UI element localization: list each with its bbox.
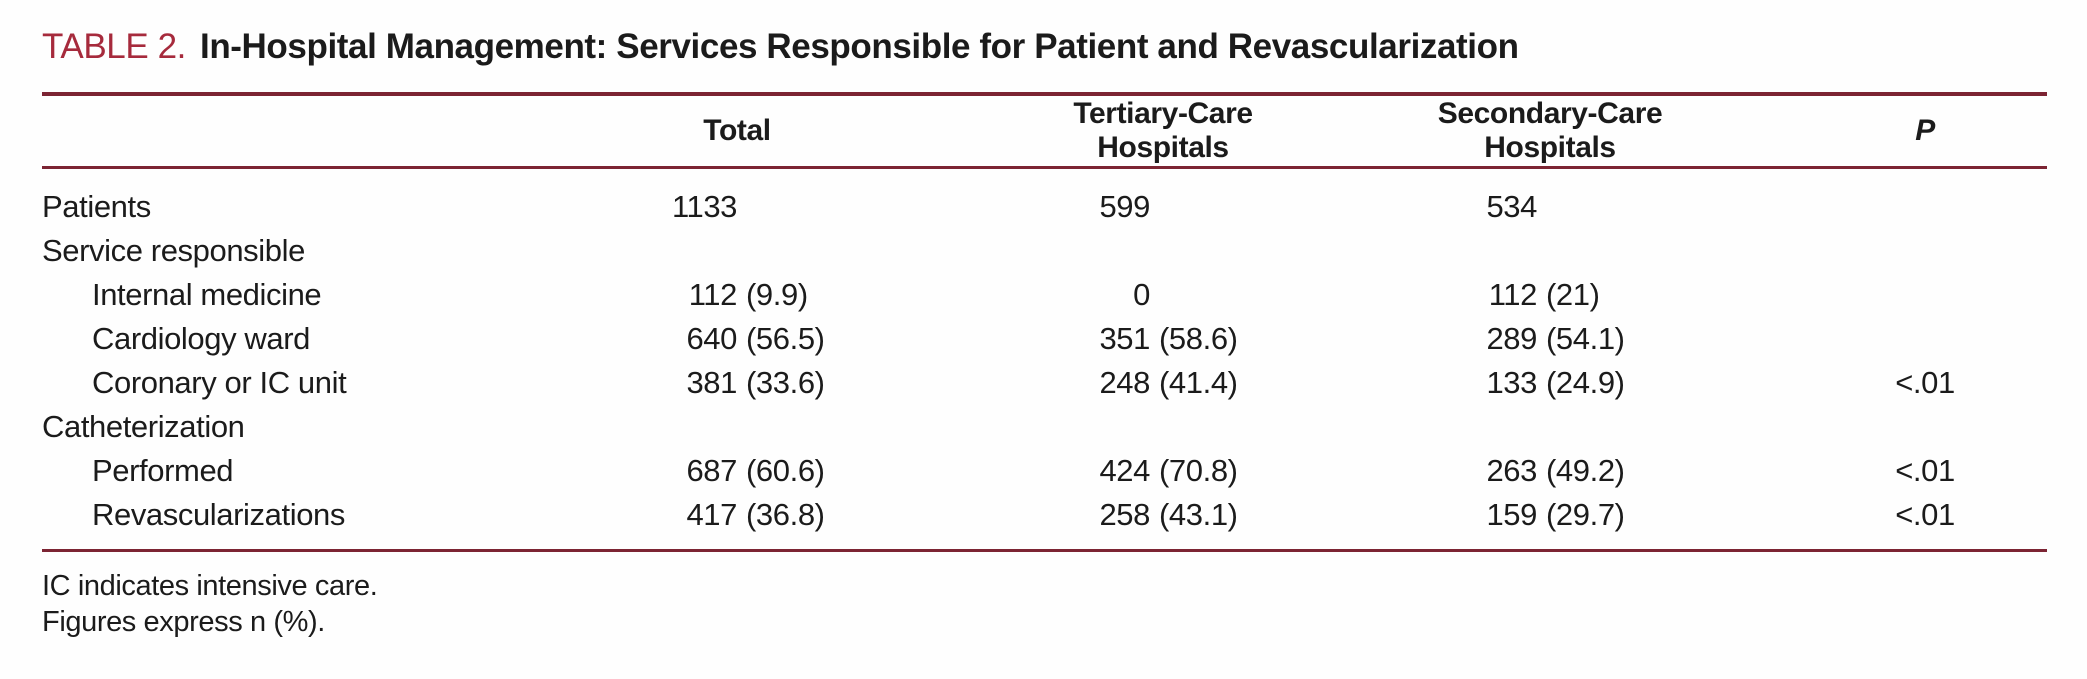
cell-count: 258 bbox=[1099, 497, 1150, 532]
column-header-tertiary: Tertiary-Care Hospitals bbox=[1013, 97, 1400, 165]
table-section-row: Catheterization bbox=[42, 405, 2047, 449]
cell-count: 112 bbox=[688, 277, 738, 312]
row-label: Patients bbox=[42, 189, 151, 224]
cell-secondary: 263 (49.2) bbox=[1400, 453, 1840, 489]
cell-percent: (24.9) bbox=[1546, 365, 1625, 400]
cell-percent: (41.4) bbox=[1159, 365, 1238, 400]
cell-secondary: 112 (21) bbox=[1400, 277, 1840, 313]
cell-count: 248 bbox=[1099, 365, 1150, 400]
column-header-tertiary-label: Tertiary-Care Hospitals bbox=[1073, 97, 1253, 164]
column-header-p-label: P bbox=[1915, 114, 1935, 147]
cell-count: 687 bbox=[686, 453, 737, 488]
table-footnotes: IC indicates intensive care. Figures exp… bbox=[42, 568, 2047, 640]
cell-secondary: 289 (54.1) bbox=[1400, 321, 1840, 357]
cell-total bbox=[642, 409, 1013, 445]
cell-tertiary: 424 (70.8) bbox=[1013, 453, 1400, 489]
cell-total: 112 (9.9) bbox=[642, 277, 1013, 313]
title-rule bbox=[42, 92, 2047, 96]
table-header-row: Total Tertiary-Care Hospitals Secondary-… bbox=[42, 96, 2047, 166]
cell-secondary: 534 bbox=[1400, 189, 1840, 225]
cell-p-value: <.01 bbox=[1895, 453, 1955, 488]
row-label: Performed bbox=[92, 453, 234, 488]
row-label: Service responsible bbox=[42, 233, 305, 268]
cell-count: 112 bbox=[1488, 277, 1538, 312]
cell-percent: (29.7) bbox=[1546, 497, 1625, 532]
column-header-secondary-label: Secondary-Care Hospitals bbox=[1437, 97, 1663, 164]
cell-count: 133 bbox=[1486, 365, 1537, 400]
column-header-p: P bbox=[1840, 114, 2010, 148]
cell-count: 289 bbox=[1486, 321, 1537, 356]
column-header-total: Total bbox=[642, 114, 1013, 148]
table-row: Revascularizations 417 (36.8) 258 (43.1) 1… bbox=[42, 493, 2047, 537]
cell-percent: (33.6) bbox=[746, 365, 825, 400]
cell-count: 599 bbox=[1099, 189, 1150, 224]
cell-percent: (9.9) bbox=[746, 277, 808, 312]
table-figure: TABLE 2. In-Hospital Management: Services… bbox=[42, 26, 2047, 640]
cell-percent: (58.6) bbox=[1159, 321, 1238, 356]
table-section-row: Service responsible bbox=[42, 229, 2047, 273]
cell-count: 159 bbox=[1486, 497, 1537, 532]
footnote-units: Figures express n (%). bbox=[42, 606, 325, 638]
table-row: Performed 687 (60.6) 424 (70.8) 263 (49.2) … bbox=[42, 449, 2047, 493]
cell-percent: (70.8) bbox=[1159, 453, 1238, 488]
row-label: Coronary or IC unit bbox=[92, 365, 347, 400]
table-row: Internal medicine 112 (9.9) 0 112 (21) bbox=[42, 273, 2047, 317]
cell-total: 417 (36.8) bbox=[642, 497, 1013, 533]
table-row: Cardiology ward 640 (56.5) 351 (58.6) 289 (… bbox=[42, 317, 2047, 361]
cell-total: 640 (56.5) bbox=[642, 321, 1013, 357]
cell-tertiary: 258 (43.1) bbox=[1013, 497, 1400, 533]
cell-count: 0 bbox=[1133, 277, 1150, 312]
cell-secondary bbox=[1400, 409, 1840, 445]
cell-secondary bbox=[1400, 233, 1840, 269]
cell-total bbox=[642, 233, 1013, 269]
cell-secondary: 159 (29.7) bbox=[1400, 497, 1840, 533]
bottom-rule bbox=[42, 549, 2047, 552]
table-row: Patients 1133 599 534 bbox=[42, 185, 2047, 229]
cell-tertiary: 351 (58.6) bbox=[1013, 321, 1400, 357]
table-number-label: TABLE 2. bbox=[42, 27, 186, 66]
row-label: Revascularizations bbox=[92, 497, 345, 532]
cell-count: 1133 bbox=[671, 189, 737, 224]
cell-percent: (21) bbox=[1546, 277, 1600, 312]
cell-percent: (49.2) bbox=[1546, 453, 1625, 488]
cell-count: 424 bbox=[1099, 453, 1150, 488]
cell-percent: (54.1) bbox=[1546, 321, 1625, 356]
cell-percent: (56.5) bbox=[746, 321, 825, 356]
cell-count: 263 bbox=[1486, 453, 1537, 488]
column-header-secondary: Secondary-Care Hospitals bbox=[1400, 97, 1840, 165]
cell-count: 640 bbox=[686, 321, 737, 356]
paper-page: TABLE 2. In-Hospital Management: Services… bbox=[42, 26, 2047, 640]
cell-percent: (60.6) bbox=[746, 453, 825, 488]
row-label: Catheterization bbox=[42, 409, 245, 444]
table-body: Patients 1133 599 534 Service responsibl… bbox=[42, 169, 2047, 549]
cell-secondary: 133 (24.9) bbox=[1400, 365, 1840, 401]
cell-tertiary: 0 bbox=[1013, 277, 1400, 313]
cell-percent: (36.8) bbox=[746, 497, 825, 532]
cell-count: 351 bbox=[1099, 321, 1150, 356]
cell-tertiary bbox=[1013, 409, 1400, 445]
cell-count: 417 bbox=[686, 497, 737, 532]
table-title: TABLE 2. In-Hospital Management: Services… bbox=[42, 26, 2047, 68]
cell-total: 687 (60.6) bbox=[642, 453, 1013, 489]
table-row: Coronary or IC unit 381 (33.6) 248 (41.4) … bbox=[42, 361, 2047, 405]
row-label: Internal medicine bbox=[92, 277, 322, 312]
cell-p-value: <.01 bbox=[1895, 497, 1955, 532]
cell-count: 534 bbox=[1486, 189, 1537, 224]
header-rule bbox=[42, 166, 2047, 169]
cell-count: 381 bbox=[686, 365, 737, 400]
cell-total: 1133 bbox=[642, 189, 1013, 225]
cell-tertiary: 599 bbox=[1013, 189, 1400, 225]
footnote-abbreviation: IC indicates intensive care. bbox=[42, 570, 378, 602]
cell-tertiary bbox=[1013, 233, 1400, 269]
cell-total: 381 (33.6) bbox=[642, 365, 1013, 401]
cell-tertiary: 248 (41.4) bbox=[1013, 365, 1400, 401]
cell-percent: (43.1) bbox=[1159, 497, 1238, 532]
column-header-total-label: Total bbox=[703, 114, 771, 147]
row-label: Cardiology ward bbox=[92, 321, 310, 356]
table-title-text: In-Hospital Management: Services Respons… bbox=[200, 27, 1519, 66]
cell-p-value: <.01 bbox=[1895, 365, 1955, 400]
